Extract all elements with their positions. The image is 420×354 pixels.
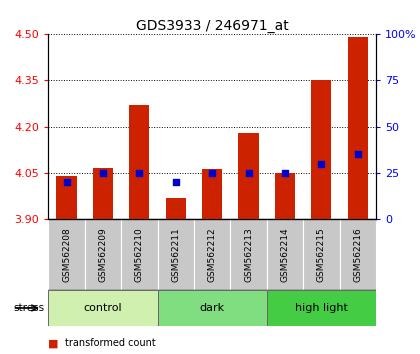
Text: GSM562212: GSM562212 xyxy=(207,228,217,282)
Bar xyxy=(158,290,267,326)
Bar xyxy=(194,219,230,290)
Bar xyxy=(202,169,222,219)
Bar xyxy=(85,219,121,290)
Bar xyxy=(303,219,339,290)
Bar xyxy=(48,219,85,290)
Point xyxy=(281,170,288,176)
Bar xyxy=(339,219,376,290)
Text: GSM562213: GSM562213 xyxy=(244,228,253,282)
Point xyxy=(245,170,252,176)
Text: transformed count: transformed count xyxy=(65,338,156,348)
Bar xyxy=(129,105,150,219)
Text: GSM562211: GSM562211 xyxy=(171,228,180,282)
Text: GSM562216: GSM562216 xyxy=(353,228,362,282)
Bar xyxy=(230,219,267,290)
Text: stress: stress xyxy=(13,303,44,313)
Bar xyxy=(348,37,368,219)
Bar xyxy=(165,198,186,219)
Bar xyxy=(239,133,259,219)
Bar xyxy=(267,219,303,290)
Bar xyxy=(121,219,158,290)
Point xyxy=(354,152,361,157)
Bar xyxy=(267,290,376,326)
Point xyxy=(172,179,179,185)
Bar xyxy=(48,290,158,326)
Bar xyxy=(57,176,76,219)
Text: ■: ■ xyxy=(48,338,59,348)
Title: GDS3933 / 246971_at: GDS3933 / 246971_at xyxy=(136,19,289,33)
Text: GSM562209: GSM562209 xyxy=(98,228,108,282)
Point xyxy=(136,170,143,176)
Bar xyxy=(93,169,113,219)
Text: GSM562215: GSM562215 xyxy=(317,228,326,282)
Text: high light: high light xyxy=(295,303,348,313)
Point xyxy=(209,170,215,176)
Bar xyxy=(275,173,295,219)
Text: control: control xyxy=(84,303,122,313)
Text: GSM562214: GSM562214 xyxy=(281,228,289,282)
Text: GSM562208: GSM562208 xyxy=(62,228,71,282)
Point xyxy=(100,170,106,176)
Point xyxy=(318,161,325,167)
Point xyxy=(63,179,70,185)
Bar xyxy=(158,219,194,290)
Bar xyxy=(311,80,331,219)
Text: GSM562210: GSM562210 xyxy=(135,228,144,282)
Text: dark: dark xyxy=(200,303,225,313)
